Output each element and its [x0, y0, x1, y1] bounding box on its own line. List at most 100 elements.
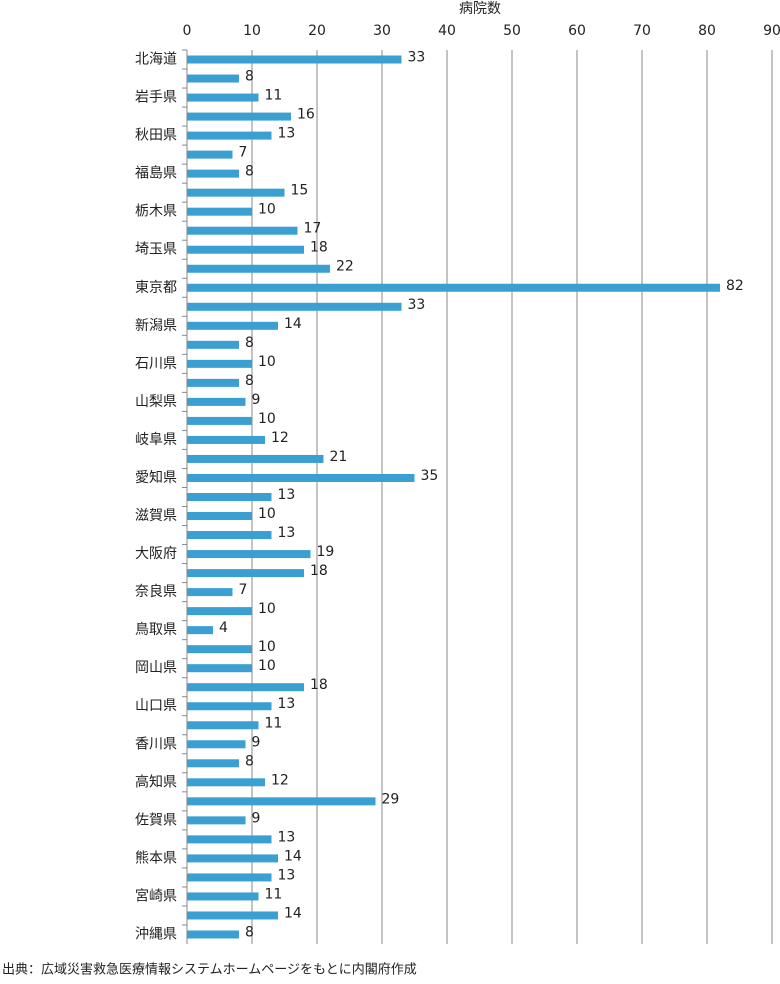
y-tick-label: 新潟県 — [135, 318, 177, 334]
value-label: 9 — [252, 392, 261, 408]
y-tick-label: 滋賀県 — [135, 508, 177, 524]
bar — [187, 569, 304, 578]
bar — [187, 473, 415, 482]
bar — [187, 683, 304, 692]
bar — [187, 626, 213, 635]
value-label: 10 — [258, 639, 276, 655]
value-label: 33 — [408, 297, 426, 313]
y-tick-label: 埼玉県 — [135, 242, 177, 258]
x-tick-label: 70 — [633, 23, 651, 39]
bar — [187, 531, 272, 540]
x-tick-label: 60 — [568, 23, 586, 39]
value-label: 10 — [258, 506, 276, 522]
bar — [187, 169, 239, 178]
bar — [187, 416, 252, 425]
bar — [187, 321, 278, 330]
value-label: 17 — [304, 221, 322, 237]
value-label: 18 — [310, 563, 328, 579]
y-tick-label: 奈良県 — [135, 584, 177, 600]
y-tick-label: 岡山県 — [135, 660, 177, 676]
bar — [187, 892, 259, 901]
x-tick-label: 50 — [503, 23, 521, 39]
y-tick-label: 石川県 — [135, 356, 177, 372]
bar — [187, 74, 239, 83]
x-tick-label: 20 — [308, 23, 326, 39]
x-tick-label: 0 — [183, 23, 192, 39]
bar — [187, 854, 278, 863]
bar — [187, 188, 285, 197]
value-label: 9 — [252, 734, 261, 750]
bar — [187, 797, 376, 806]
value-label: 8 — [245, 753, 254, 769]
value-label: 82 — [726, 278, 744, 294]
value-label: 7 — [239, 145, 248, 161]
bar — [187, 930, 239, 939]
bar — [187, 55, 402, 64]
bar — [187, 112, 291, 121]
value-label: 8 — [245, 335, 254, 351]
y-tick-label: 岐阜県 — [135, 431, 177, 448]
axis-title: 病院数 — [459, 1, 501, 17]
value-label: 12 — [271, 772, 289, 788]
bar — [187, 131, 272, 140]
value-label: 16 — [297, 107, 315, 123]
value-label: 13 — [278, 525, 296, 541]
value-label: 10 — [258, 202, 276, 218]
value-label: 15 — [291, 183, 309, 199]
bar — [187, 759, 239, 768]
y-tick-label: 鳥取県 — [135, 622, 177, 638]
y-tick-label: 東京都 — [135, 280, 177, 296]
bar — [187, 359, 252, 368]
value-label: 13 — [278, 696, 296, 712]
value-label: 9 — [252, 810, 261, 826]
bar — [187, 245, 304, 254]
bar — [187, 397, 246, 406]
bar — [187, 493, 272, 501]
bar — [187, 93, 259, 102]
bar — [187, 873, 272, 882]
x-tick-label: 90 — [763, 23, 780, 39]
value-label: 18 — [310, 677, 328, 693]
bar — [187, 911, 278, 920]
value-label: 14 — [284, 905, 302, 921]
bar — [187, 454, 324, 463]
value-label: 11 — [265, 715, 283, 731]
value-label: 11 — [265, 886, 283, 902]
y-tick-label: 岩手県 — [135, 90, 177, 106]
bar — [187, 340, 239, 349]
y-tick-label: 沖縄県 — [135, 926, 177, 942]
y-tick-label: 秋田県 — [135, 128, 177, 144]
bar — [187, 435, 265, 444]
y-tick-label: 山梨県 — [135, 394, 177, 410]
x-tick-label: 30 — [373, 23, 391, 39]
value-label: 10 — [258, 354, 276, 370]
value-label: 14 — [284, 316, 302, 332]
x-tick-label: 80 — [698, 23, 716, 39]
bar — [187, 283, 720, 292]
value-label: 22 — [336, 259, 354, 275]
bar — [187, 740, 246, 749]
bar — [187, 702, 272, 711]
value-label: 19 — [317, 544, 335, 560]
x-tick-label: 40 — [438, 23, 456, 39]
bar — [187, 550, 311, 559]
y-tick-label: 熊本県 — [135, 850, 177, 866]
value-label: 18 — [310, 240, 328, 256]
value-label: 13 — [278, 867, 296, 883]
bar — [187, 150, 233, 159]
y-tick-label: 宮崎県 — [135, 888, 177, 904]
source-note: 出典：広域災害救急医療情報システムホームページをもとに内閣府作成 — [2, 962, 417, 978]
bar — [187, 816, 246, 825]
value-label: 35 — [421, 468, 439, 484]
bar — [187, 664, 252, 673]
value-label: 8 — [245, 164, 254, 180]
bar — [187, 378, 239, 387]
value-label: 8 — [245, 924, 254, 940]
value-label: 11 — [265, 88, 283, 104]
value-label: 10 — [258, 411, 276, 427]
bar — [187, 778, 265, 787]
y-tick-label: 香川県 — [135, 736, 177, 752]
y-tick-label: 佐賀県 — [135, 812, 177, 828]
value-label: 13 — [278, 487, 296, 503]
